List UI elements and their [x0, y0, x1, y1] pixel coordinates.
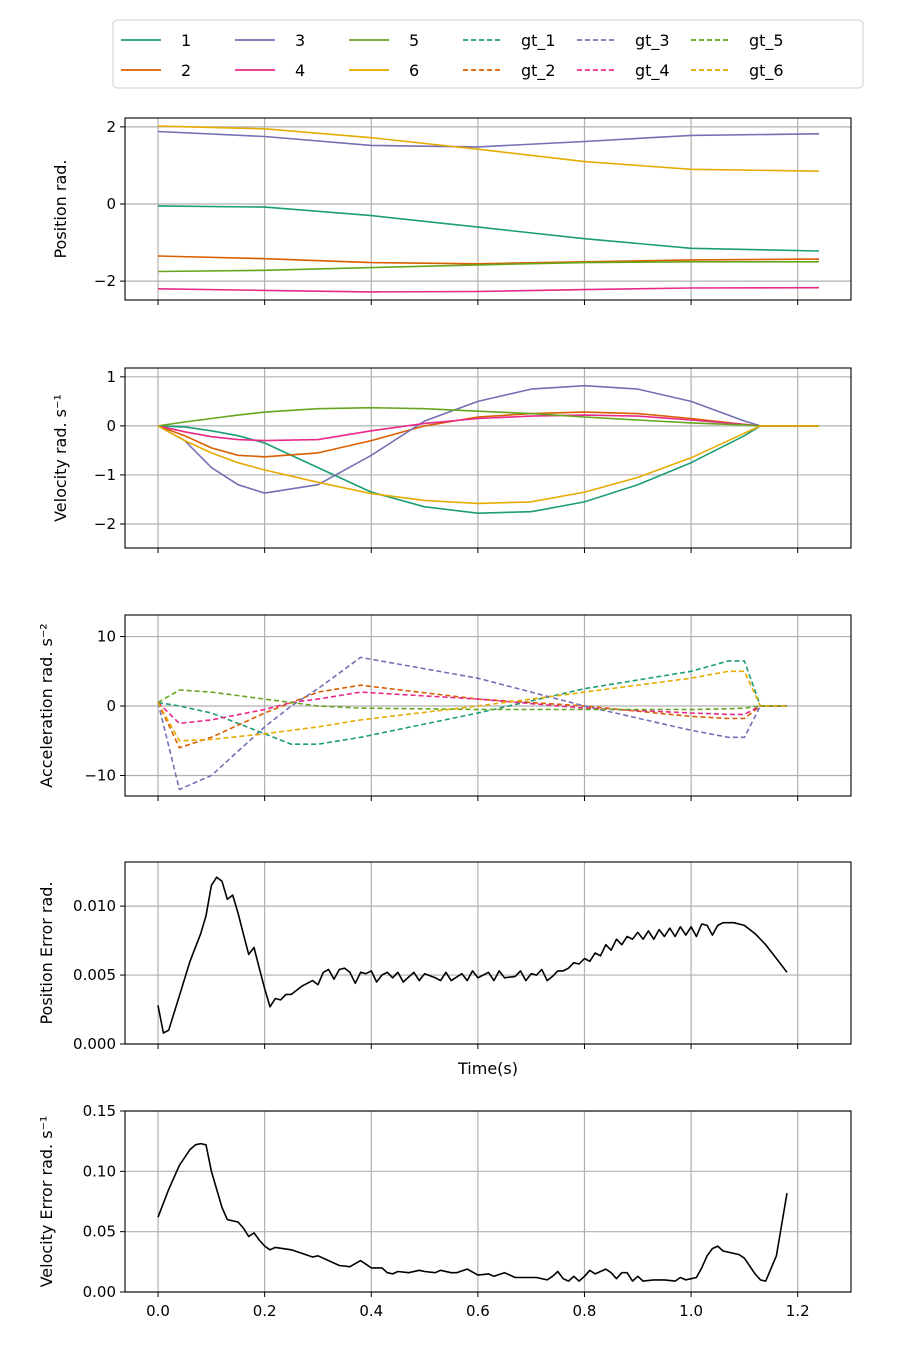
series-line-3: [157, 130, 820, 148]
legend-item-4: 4: [235, 61, 305, 80]
y-tick-label: 0.000: [73, 1035, 116, 1053]
legend-label: gt_2: [521, 61, 556, 81]
series-line-gt_3: [157, 656, 787, 791]
legend-label: gt_5: [749, 31, 784, 51]
y-tick-label: 0.05: [83, 1223, 116, 1241]
legend-label: 6: [409, 61, 419, 80]
y-axis-label: Position Error rad.: [37, 881, 56, 1024]
subplot-3: 10 0 −10 Acceleration rad. s⁻²: [37, 614, 852, 801]
legend-label: gt_6: [749, 61, 784, 81]
legend-item-2: 2: [121, 61, 191, 80]
series-line-gt_6: [157, 670, 787, 742]
legend-item-1: 1: [121, 31, 191, 50]
y-tick-label: −2: [94, 515, 116, 533]
legend-item-gt_6: gt_6: [691, 61, 784, 81]
legend-label: gt_4: [635, 61, 670, 81]
series-line-6: [157, 125, 820, 172]
y-tick-label: 10: [97, 628, 116, 646]
y-tick-label: 2: [106, 118, 116, 136]
series-line-1: [157, 205, 820, 252]
y-tick-label: 0: [106, 195, 116, 213]
y-tick-label: −2: [94, 272, 116, 290]
legend-frame: [112, 19, 864, 89]
legend-item-6: 6: [349, 61, 419, 80]
y-tick-label: 0: [106, 417, 116, 435]
x-tick-label: 0.8: [573, 1302, 597, 1320]
y-tick-label: 0.010: [73, 897, 116, 915]
legend: 1 2 3 4 5 6 gt_1 gt_2 gt_3 gt_4 gt_5 gt_6: [112, 19, 864, 89]
x-tick-label: 0.4: [359, 1302, 383, 1320]
subplot-2: 1 0 −1 −2 Velocity rad. s⁻¹: [51, 367, 852, 553]
y-tick-label: −1: [94, 466, 116, 484]
legend-label: 1: [181, 31, 191, 50]
axes-frame: [124, 1110, 852, 1293]
x-tick-label: 0.2: [253, 1302, 277, 1320]
series-line-4: [157, 414, 819, 442]
legend-label: gt_3: [635, 31, 670, 51]
axes-frame: [124, 861, 852, 1045]
series-line-5: [157, 406, 819, 427]
y-tick-label: 0.005: [73, 966, 116, 984]
legend-item-gt_5: gt_5: [691, 31, 784, 51]
y-tick-label: 1: [106, 368, 116, 386]
series-line-position-error: [157, 876, 788, 1034]
subplot-4: 0.000 0.005 0.010 Position Error rad. Time(s…: [37, 861, 852, 1078]
legend-label: 2: [181, 61, 191, 80]
axes-frame: [124, 117, 852, 301]
y-tick-label: 0.10: [83, 1162, 116, 1180]
x-tick-label: 1.2: [786, 1302, 810, 1320]
x-axis-label: Time(s): [457, 1059, 518, 1078]
legend-item-gt_1: gt_1: [463, 31, 556, 51]
series-line-gt_2: [157, 684, 787, 749]
legend-item-gt_3: gt_3: [577, 31, 670, 51]
series-line-gt_1: [157, 660, 787, 746]
y-axis-label: Position rad.: [51, 159, 70, 258]
series-line-4: [157, 286, 820, 293]
y-axis-label: Velocity rad. s⁻¹: [51, 394, 70, 522]
legend-label: 4: [295, 61, 305, 80]
series-line-5: [157, 260, 819, 273]
legend-label: 3: [295, 31, 305, 50]
legend-item-gt_2: gt_2: [463, 61, 556, 81]
legend-item-5: 5: [349, 31, 419, 50]
series-line-6: [157, 425, 819, 505]
x-tick-label: 0.6: [466, 1302, 490, 1320]
legend-label: 5: [409, 31, 419, 50]
legend-item-gt_4: gt_4: [577, 61, 670, 81]
series-line-1: [157, 425, 819, 515]
subplot-5: 0.0 0.2 0.4 0.6 0.8 1.0 1.2 0.00 0.05 0.10 0.15 Vel…: [37, 1102, 852, 1320]
axes-frame: [124, 614, 852, 797]
y-tick-label: −10: [84, 767, 116, 785]
axes-frame: [124, 367, 852, 549]
legend-item-3: 3: [235, 31, 305, 50]
series-line-velocity-error: [157, 1142, 788, 1282]
y-axis-label: Velocity Error rad. s⁻¹: [37, 1116, 56, 1288]
series-line-2: [157, 255, 820, 265]
series-line-gt_4: [157, 691, 787, 725]
x-tick-label: 1.0: [679, 1302, 703, 1320]
series-line-3: [157, 384, 819, 494]
legend-label: gt_1: [521, 31, 556, 51]
series-line-gt_5: [157, 689, 787, 711]
x-tick-label: 0.0: [146, 1302, 170, 1320]
y-tick-label: 0.00: [83, 1283, 116, 1301]
y-axis-label: Acceleration rad. s⁻²: [37, 623, 56, 787]
y-tick-label: 0.15: [83, 1102, 116, 1120]
subplot-1: 2 0 −2 Position rad.: [51, 117, 852, 305]
y-tick-label: 0: [106, 697, 116, 715]
